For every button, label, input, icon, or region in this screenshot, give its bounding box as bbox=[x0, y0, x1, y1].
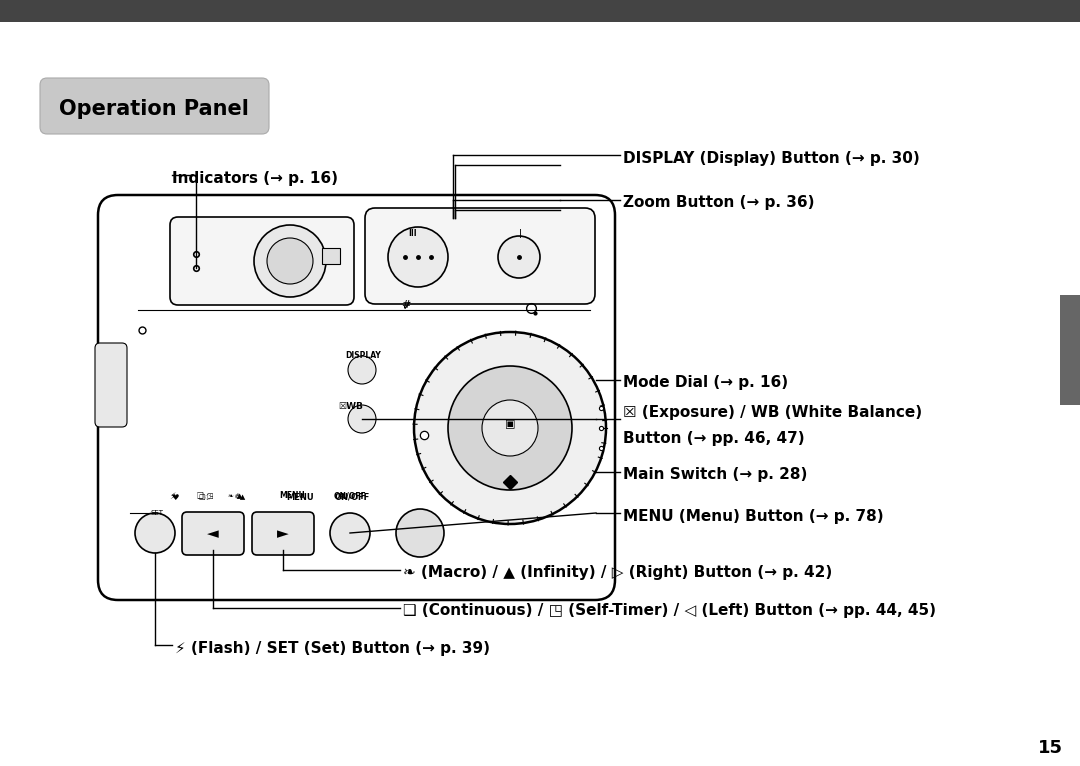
Text: Button (→ pp. 46, 47): Button (→ pp. 46, 47) bbox=[623, 430, 805, 446]
FancyBboxPatch shape bbox=[1059, 295, 1080, 405]
Text: Zoom Button (→ p. 36): Zoom Button (→ p. 36) bbox=[623, 195, 814, 211]
Text: MENU (Menu) Button (→ p. 78): MENU (Menu) Button (→ p. 78) bbox=[623, 509, 883, 523]
Text: #: # bbox=[402, 300, 410, 310]
Text: □◌: □◌ bbox=[199, 494, 212, 500]
Circle shape bbox=[396, 509, 444, 557]
Text: ❑: ❑ bbox=[197, 492, 203, 500]
Text: ☒ (Exposure) / WB (White Balance): ☒ (Exposure) / WB (White Balance) bbox=[623, 405, 922, 421]
Text: ⚡ (Flash) / SET (Set) Button (→ p. 39): ⚡ (Flash) / SET (Set) Button (→ p. 39) bbox=[175, 640, 490, 656]
Text: ▣: ▣ bbox=[504, 419, 515, 429]
Text: MENU: MENU bbox=[286, 493, 314, 502]
Text: ON/OFF: ON/OFF bbox=[334, 492, 366, 500]
Text: ♥: ♥ bbox=[172, 493, 179, 502]
Text: Mode Dial (→ p. 16): Mode Dial (→ p. 16) bbox=[623, 375, 788, 391]
Circle shape bbox=[348, 405, 376, 433]
Text: Operation Panel: Operation Panel bbox=[59, 99, 248, 119]
Text: III: III bbox=[408, 230, 417, 238]
FancyBboxPatch shape bbox=[322, 248, 340, 264]
Text: ❑ (Continuous) / ◳ (Self-Timer) / ◁ (Left) Button (→ pp. 44, 45): ❑ (Continuous) / ◳ (Self-Timer) / ◁ (Lef… bbox=[403, 604, 936, 618]
Circle shape bbox=[498, 236, 540, 278]
Text: Main Switch (→ p. 28): Main Switch (→ p. 28) bbox=[623, 467, 808, 483]
Text: DISPLAY (Display) Button (→ p. 30): DISPLAY (Display) Button (→ p. 30) bbox=[623, 150, 920, 165]
Text: ON/OFF: ON/OFF bbox=[335, 493, 369, 502]
Circle shape bbox=[482, 400, 538, 456]
Circle shape bbox=[414, 332, 606, 524]
Text: ❧ (Macro) / ▲ (Infinity) / ▷ (Right) Button (→ p. 42): ❧ (Macro) / ▲ (Infinity) / ▷ (Right) But… bbox=[403, 565, 833, 581]
Text: ◄: ◄ bbox=[207, 526, 219, 542]
Circle shape bbox=[448, 366, 572, 490]
Text: ⚡: ⚡ bbox=[168, 492, 175, 500]
Text: ◳: ◳ bbox=[206, 493, 214, 499]
Text: ►: ► bbox=[278, 526, 288, 542]
Text: Indicators (→ p. 16): Indicators (→ p. 16) bbox=[172, 171, 338, 185]
Circle shape bbox=[388, 227, 448, 287]
FancyBboxPatch shape bbox=[183, 512, 244, 555]
Circle shape bbox=[135, 513, 175, 553]
Text: MENU: MENU bbox=[279, 492, 305, 500]
Text: ❁▲: ❁▲ bbox=[234, 494, 245, 500]
Circle shape bbox=[254, 225, 326, 297]
Text: ▲: ▲ bbox=[238, 493, 243, 499]
Circle shape bbox=[330, 513, 370, 553]
Text: ☒WB: ☒WB bbox=[338, 401, 363, 411]
Text: DISPLAY: DISPLAY bbox=[345, 351, 381, 359]
Text: |: | bbox=[518, 230, 522, 238]
Text: 15: 15 bbox=[1038, 739, 1063, 757]
FancyBboxPatch shape bbox=[98, 195, 615, 600]
Circle shape bbox=[348, 356, 376, 384]
Text: ❧: ❧ bbox=[227, 493, 233, 499]
FancyBboxPatch shape bbox=[365, 208, 595, 304]
FancyBboxPatch shape bbox=[40, 78, 269, 134]
FancyBboxPatch shape bbox=[95, 343, 127, 427]
FancyBboxPatch shape bbox=[0, 0, 1080, 22]
FancyBboxPatch shape bbox=[252, 512, 314, 555]
Text: ✓: ✓ bbox=[401, 300, 411, 313]
FancyBboxPatch shape bbox=[170, 217, 354, 305]
Text: SET: SET bbox=[150, 510, 163, 516]
Circle shape bbox=[267, 238, 313, 284]
